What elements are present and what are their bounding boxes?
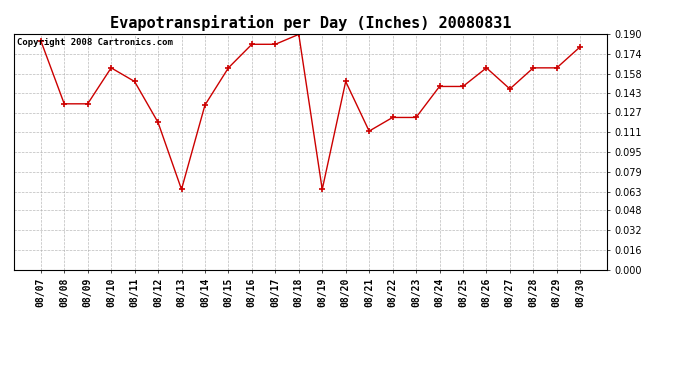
Text: Copyright 2008 Cartronics.com: Copyright 2008 Cartronics.com xyxy=(17,39,172,48)
Title: Evapotranspiration per Day (Inches) 20080831: Evapotranspiration per Day (Inches) 2008… xyxy=(110,15,511,31)
